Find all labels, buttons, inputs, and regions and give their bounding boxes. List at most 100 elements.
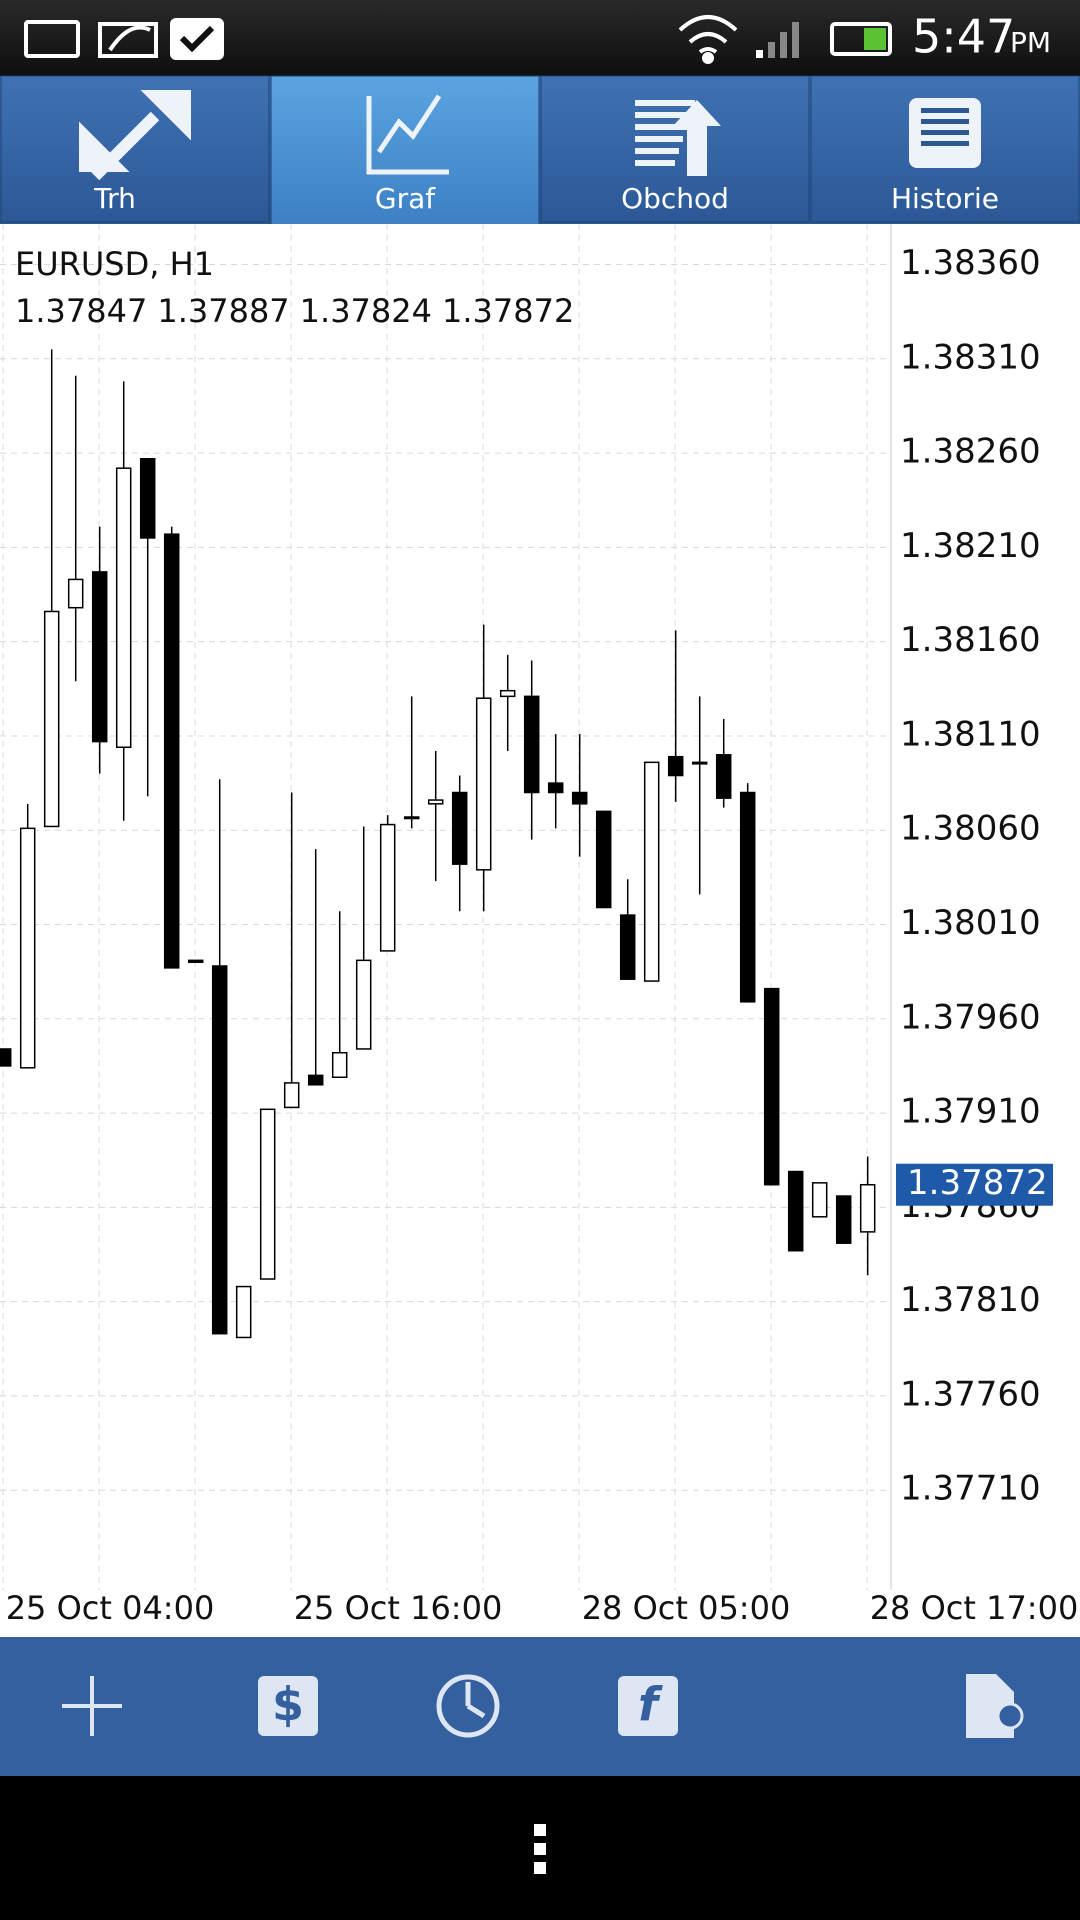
- candle-body: [403, 816, 420, 820]
- icon-line: [635, 124, 687, 130]
- y-tick-label: 1.38110: [900, 714, 1041, 754]
- y-tick-label: 1.38260: [900, 432, 1041, 472]
- candle-body: [715, 754, 732, 799]
- ohlc-value: 1.37872: [442, 292, 574, 330]
- candle-body: [571, 791, 588, 805]
- icon-arrow: [673, 100, 721, 176]
- trade-icon[interactable]: [258, 1676, 318, 1736]
- candle-body: [547, 782, 564, 794]
- y-tick-label: 1.38060: [900, 809, 1041, 849]
- candle-body: [739, 791, 756, 1003]
- x-tick-label: 28 Oct 05:00: [582, 1589, 791, 1627]
- icon-line: [921, 108, 969, 113]
- candle-body: [835, 1195, 852, 1244]
- price-tag-label: 1.37872: [907, 1163, 1048, 1203]
- period-icon[interactable]: [436, 1674, 500, 1738]
- ohlc-value: 1.37887: [157, 292, 289, 330]
- tab-label[interactable]: Trh: [93, 182, 136, 215]
- candle-body: [283, 1082, 300, 1109]
- candle-body: [307, 1074, 324, 1086]
- candle-body: [355, 959, 372, 1050]
- candle-body: [763, 987, 780, 1186]
- ohlc-value: 1.37824: [300, 292, 432, 330]
- ohlc-line: 1.37847 1.37887 1.37824 1.37872: [15, 292, 574, 330]
- ohlc-value: 1.37847: [15, 292, 147, 330]
- candle-body: [91, 571, 108, 743]
- status-icons: [24, 15, 892, 64]
- tab-icon: [79, 90, 191, 181]
- candle-body: [811, 1182, 828, 1218]
- y-tick-label: 1.37910: [900, 1092, 1041, 1132]
- y-tick-label: 1.38210: [900, 526, 1041, 566]
- candle-body: [0, 1048, 12, 1067]
- tab-icon: [366, 94, 449, 175]
- chart: 1.38360 1.38310 1.38260 1.38210 1.38160 1.381…: [0, 224, 1078, 1627]
- candle-body: [115, 467, 132, 749]
- candle-body: [475, 697, 492, 871]
- y-tick-label: 1.38310: [900, 337, 1041, 377]
- candle-body: [595, 810, 612, 909]
- candle-body: [451, 791, 468, 865]
- icon-line: [921, 130, 969, 135]
- y-tick-label: 1.38360: [900, 243, 1041, 283]
- clock-ampm: PM: [1010, 26, 1051, 59]
- icon-line: [921, 141, 969, 146]
- candle-body: [259, 1108, 276, 1280]
- y-tick-label: 1.37710: [900, 1469, 1041, 1509]
- candle-body: [331, 1051, 348, 1078]
- icon-line: [635, 160, 675, 166]
- x-tick-label: 25 Oct 16:00: [294, 1589, 503, 1627]
- chart-title: EURUSD, H1: [15, 245, 214, 283]
- x-tick-label: 28 Oct 17:00: [870, 1589, 1079, 1627]
- tabs: Trh Graf Obchod Historie: [0, 75, 1080, 240]
- toolbar[interactable]: [0, 1637, 1080, 1776]
- crosshair-icon[interactable]: [62, 1676, 122, 1736]
- candle-body: [691, 761, 708, 765]
- candle-body: [187, 959, 204, 963]
- icon-line: [635, 148, 679, 154]
- candle-body: [427, 799, 444, 805]
- candle-body: [667, 755, 684, 777]
- candle-body: [211, 965, 228, 1335]
- price-tag: [896, 1163, 1053, 1206]
- x-tick-label: 25 Oct 04:00: [6, 1589, 215, 1627]
- icon-shape: [366, 94, 449, 175]
- icon-line: [635, 112, 691, 118]
- toolbar-icons[interactable]: $ f: [62, 1674, 1024, 1738]
- candle-body: [139, 457, 156, 539]
- candle-body: [523, 695, 540, 794]
- candle-body: [643, 761, 660, 982]
- icon-shape: [79, 90, 191, 181]
- y-tick-label: 1.38160: [900, 620, 1041, 660]
- candle-body: [163, 533, 180, 969]
- candle-body: [235, 1285, 252, 1339]
- candle-body: [499, 689, 516, 698]
- dollar-glyph: $: [272, 1678, 304, 1732]
- tab[interactable]: [0, 75, 270, 223]
- tab-label[interactable]: Obchod: [621, 182, 729, 215]
- indicator-icon[interactable]: [618, 1676, 678, 1736]
- y-tick-label: 1.38010: [900, 903, 1041, 943]
- tab-icon: [635, 100, 721, 176]
- y-tick-label: 1.37960: [900, 997, 1041, 1037]
- y-tick-label: 1.37810: [900, 1280, 1041, 1320]
- menu-button[interactable]: [534, 1824, 546, 1874]
- candle-body: [43, 610, 60, 828]
- candle-body: [619, 914, 636, 980]
- chart-area: [0, 224, 1080, 1637]
- tab-label[interactable]: Graf: [375, 182, 436, 215]
- candle-body: [379, 823, 396, 952]
- candle-body: [859, 1183, 876, 1233]
- candle-body: [67, 578, 84, 609]
- clock: 5:47: [912, 10, 1015, 64]
- candle-body: [787, 1170, 804, 1252]
- tab-icon: [909, 98, 981, 168]
- icon-line: [635, 136, 683, 142]
- tab-label[interactable]: Historie: [891, 182, 999, 215]
- candle-body: [19, 827, 36, 1069]
- y-tick-label: 1.37760: [900, 1374, 1041, 1414]
- tab[interactable]: [270, 75, 540, 240]
- icon-line: [921, 119, 969, 124]
